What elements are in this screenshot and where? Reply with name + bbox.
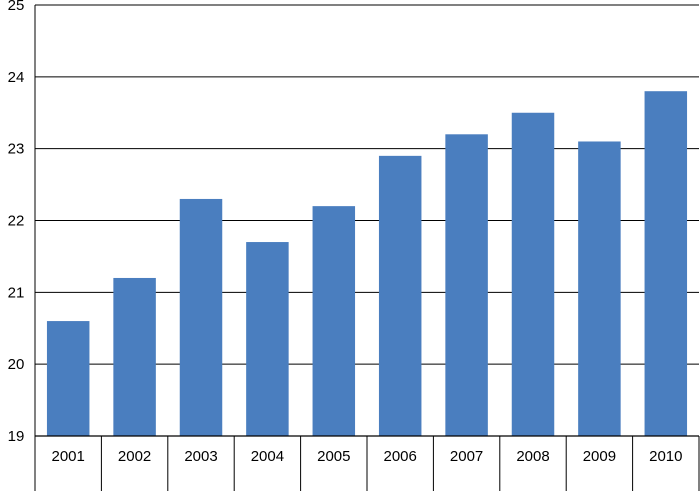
- y-tick-label: 23: [8, 141, 25, 158]
- x-tick-label: 2007: [450, 448, 483, 465]
- bar-2003: [179, 198, 223, 436]
- bar-2007: [445, 134, 488, 437]
- bar-2006: [378, 155, 422, 436]
- bar-2002: [113, 277, 156, 436]
- y-tick-label: 25: [8, 0, 25, 14]
- y-tick-label: 21: [8, 284, 25, 301]
- x-tick-label: 2005: [317, 448, 350, 465]
- bar-2005: [312, 206, 356, 436]
- y-tick-label: 24: [8, 69, 25, 86]
- bar-2001: [46, 321, 90, 436]
- y-tick-labels: 19 20 21 22 23 24 25: [8, 0, 25, 445]
- x-tick-label: 2002: [118, 448, 151, 465]
- x-tick-label: 2010: [649, 448, 682, 465]
- bar-2010: [644, 91, 688, 436]
- bar-2009: [578, 141, 621, 436]
- bars: [46, 91, 688, 437]
- x-tick-label: 2009: [583, 448, 616, 465]
- x-tick-labels: 2001 2002 2003 2004 2005 2006 2007 2008 2009 2010: [52, 448, 683, 465]
- bar-2004: [246, 242, 289, 436]
- x-tick-label: 2004: [251, 448, 284, 465]
- x-tick-label: 2001: [52, 448, 85, 465]
- bar-2008: [511, 112, 555, 436]
- x-tick-label: 2008: [516, 448, 549, 465]
- axes: [34, 5, 700, 491]
- x-tick-label: 2006: [384, 448, 417, 465]
- y-tick-label: 22: [8, 213, 25, 230]
- y-tick-label: 20: [8, 356, 25, 373]
- x-tick-label: 2003: [184, 448, 217, 465]
- y-tick-label: 19: [8, 428, 25, 445]
